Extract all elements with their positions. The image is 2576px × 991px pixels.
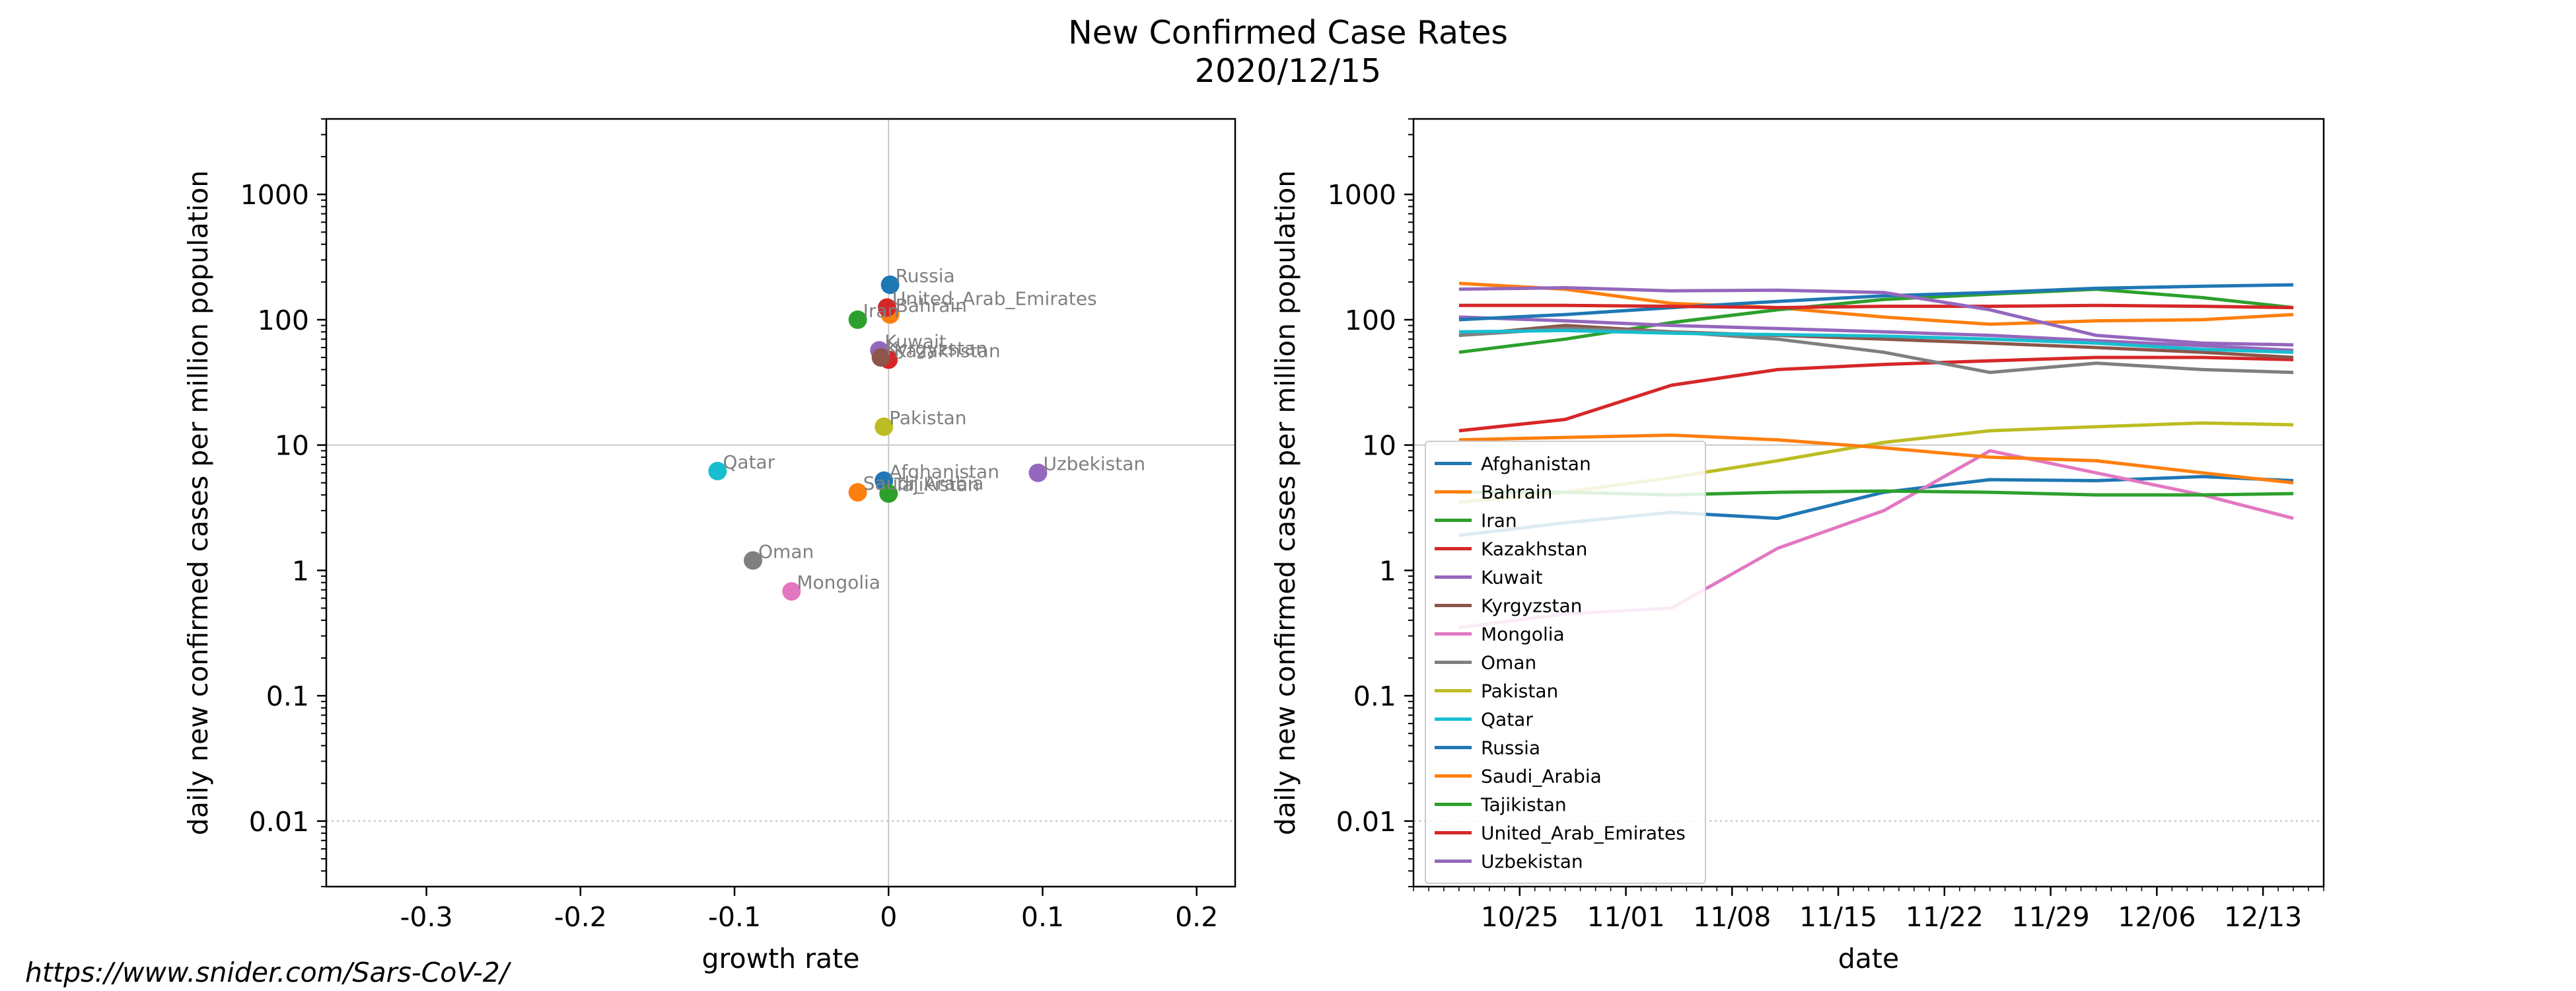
legend-label: Kazakhstan — [1481, 538, 1587, 560]
legend-label: Saudi_Arabia — [1481, 766, 1602, 788]
x-tick-label: 11/15 — [1799, 901, 1877, 933]
point-label: Pakistan — [889, 407, 966, 429]
scatter-point — [744, 551, 763, 570]
y-axis-label: daily new confirmed cases per million po… — [182, 170, 214, 835]
x-tick-label: 12/13 — [2224, 901, 2302, 933]
y-tick-label: 0.01 — [249, 806, 309, 838]
series-line — [1458, 303, 2294, 310]
x-tick-label: -0.3 — [400, 901, 453, 933]
y-tick-label: 0.01 — [1336, 806, 1396, 838]
legend-label: Qatar — [1481, 709, 1533, 731]
scatter-point — [848, 483, 867, 502]
point-label: Uzbekistan — [1043, 453, 1145, 475]
series-line — [1458, 283, 2294, 322]
legend-label: Oman — [1481, 652, 1536, 674]
point-label: Kazakhstan — [894, 340, 1000, 361]
scatter-point — [875, 417, 894, 436]
x-axis-label: growth rate — [702, 943, 860, 974]
series-line — [1458, 315, 2294, 352]
series-line — [1458, 355, 2294, 433]
scatter-point — [880, 275, 900, 295]
y-tick-label: 0.1 — [266, 680, 309, 712]
point-label: Tajikistan — [893, 474, 980, 495]
x-tick-label: 12/06 — [2118, 901, 2196, 933]
legend-label: Russia — [1481, 737, 1540, 759]
x-tick-label: 0 — [880, 901, 897, 933]
point-label: Oman — [758, 540, 814, 562]
legend-box — [1425, 441, 1706, 884]
point-label: Kuwait — [884, 330, 947, 352]
x-tick-label: 11/01 — [1587, 901, 1664, 933]
x-tick-label: -0.1 — [708, 901, 761, 933]
point-label: Bahrain — [896, 295, 967, 316]
point-label: Afghanistan — [889, 461, 999, 483]
y-tick-label: 100 — [1345, 305, 1396, 336]
x-tick-label: 11/29 — [2012, 901, 2090, 933]
y-tick-label: 10 — [275, 430, 309, 462]
point-label: Russia — [896, 265, 955, 287]
legend-label: Afghanistan — [1481, 453, 1591, 475]
legend-label: Mongolia — [1481, 624, 1565, 645]
figure-title: New Confirmed Case Rates — [1068, 14, 1508, 52]
scatter-point — [708, 462, 727, 481]
legend: Afghanistan Bahrain Iran Kazakhstan Kuwait Ky… — [1425, 441, 1706, 884]
series-line — [1458, 286, 2294, 347]
legend-label: Pakistan — [1481, 680, 1558, 702]
legend-label: Uzbekistan — [1481, 851, 1583, 873]
legend-label: Iran — [1481, 510, 1517, 532]
y-tick-label: 1 — [292, 555, 309, 587]
scatter-point — [1028, 463, 1048, 482]
y-tick-label: 100 — [258, 305, 309, 336]
scatter-point — [848, 310, 867, 329]
series-line — [1458, 326, 2294, 375]
scatter-point — [782, 582, 801, 601]
series-line — [1458, 324, 2294, 359]
y-tick-label: 0.1 — [1353, 680, 1396, 712]
x-tick-label: 10/25 — [1481, 901, 1559, 933]
point-label: Iran — [863, 300, 900, 322]
scatter-point — [879, 484, 898, 503]
x-axis-label: date — [1838, 943, 1899, 974]
point-label: Qatar — [723, 451, 775, 473]
series-line — [1458, 433, 2294, 485]
legend-label: Kuwait — [1481, 567, 1543, 589]
source-url: https://www.snider.com/Sars-CoV-2/ — [25, 957, 509, 988]
figure-subtitle: 2020/12/15 — [1195, 52, 1381, 90]
point-label: Mongolia — [797, 571, 880, 593]
y-tick-label: 1 — [1379, 555, 1396, 587]
line-panel: 10/25 11/01 11/08 11/15 11/22 11/29 12/06 12/13… — [1270, 118, 2325, 974]
x-tick-label: 11/22 — [1906, 901, 1984, 933]
x-tick-label: 0.2 — [1175, 901, 1218, 933]
scatter-point — [871, 348, 890, 367]
x-tick-label: 0.1 — [1021, 901, 1064, 933]
y-tick-label: 1000 — [1328, 179, 1396, 211]
series-line — [1458, 287, 2294, 354]
y-tick-label: 10 — [1362, 430, 1396, 462]
point-label: Kyrgyzstan — [886, 338, 987, 359]
point-label: United_Arab_Emirates — [892, 288, 1097, 310]
y-tick-label: 1000 — [240, 179, 309, 211]
series-line — [1458, 328, 2294, 354]
legend-label: Kyrgyzstan — [1481, 595, 1582, 617]
legend-label: United_Arab_Emirates — [1481, 823, 1686, 844]
legend-label: Bahrain — [1481, 482, 1552, 503]
x-tick-label: -0.2 — [554, 901, 607, 933]
y-axis-label: daily new confirmed cases per million po… — [1270, 170, 1301, 835]
scatter-point — [877, 298, 896, 317]
series-line — [1458, 281, 2294, 326]
point-label: Saudi_Arabia — [863, 472, 984, 494]
plot-frame — [325, 118, 1236, 888]
legend-label: Tajikistan — [1480, 794, 1567, 816]
x-tick-label: 11/08 — [1693, 901, 1771, 933]
